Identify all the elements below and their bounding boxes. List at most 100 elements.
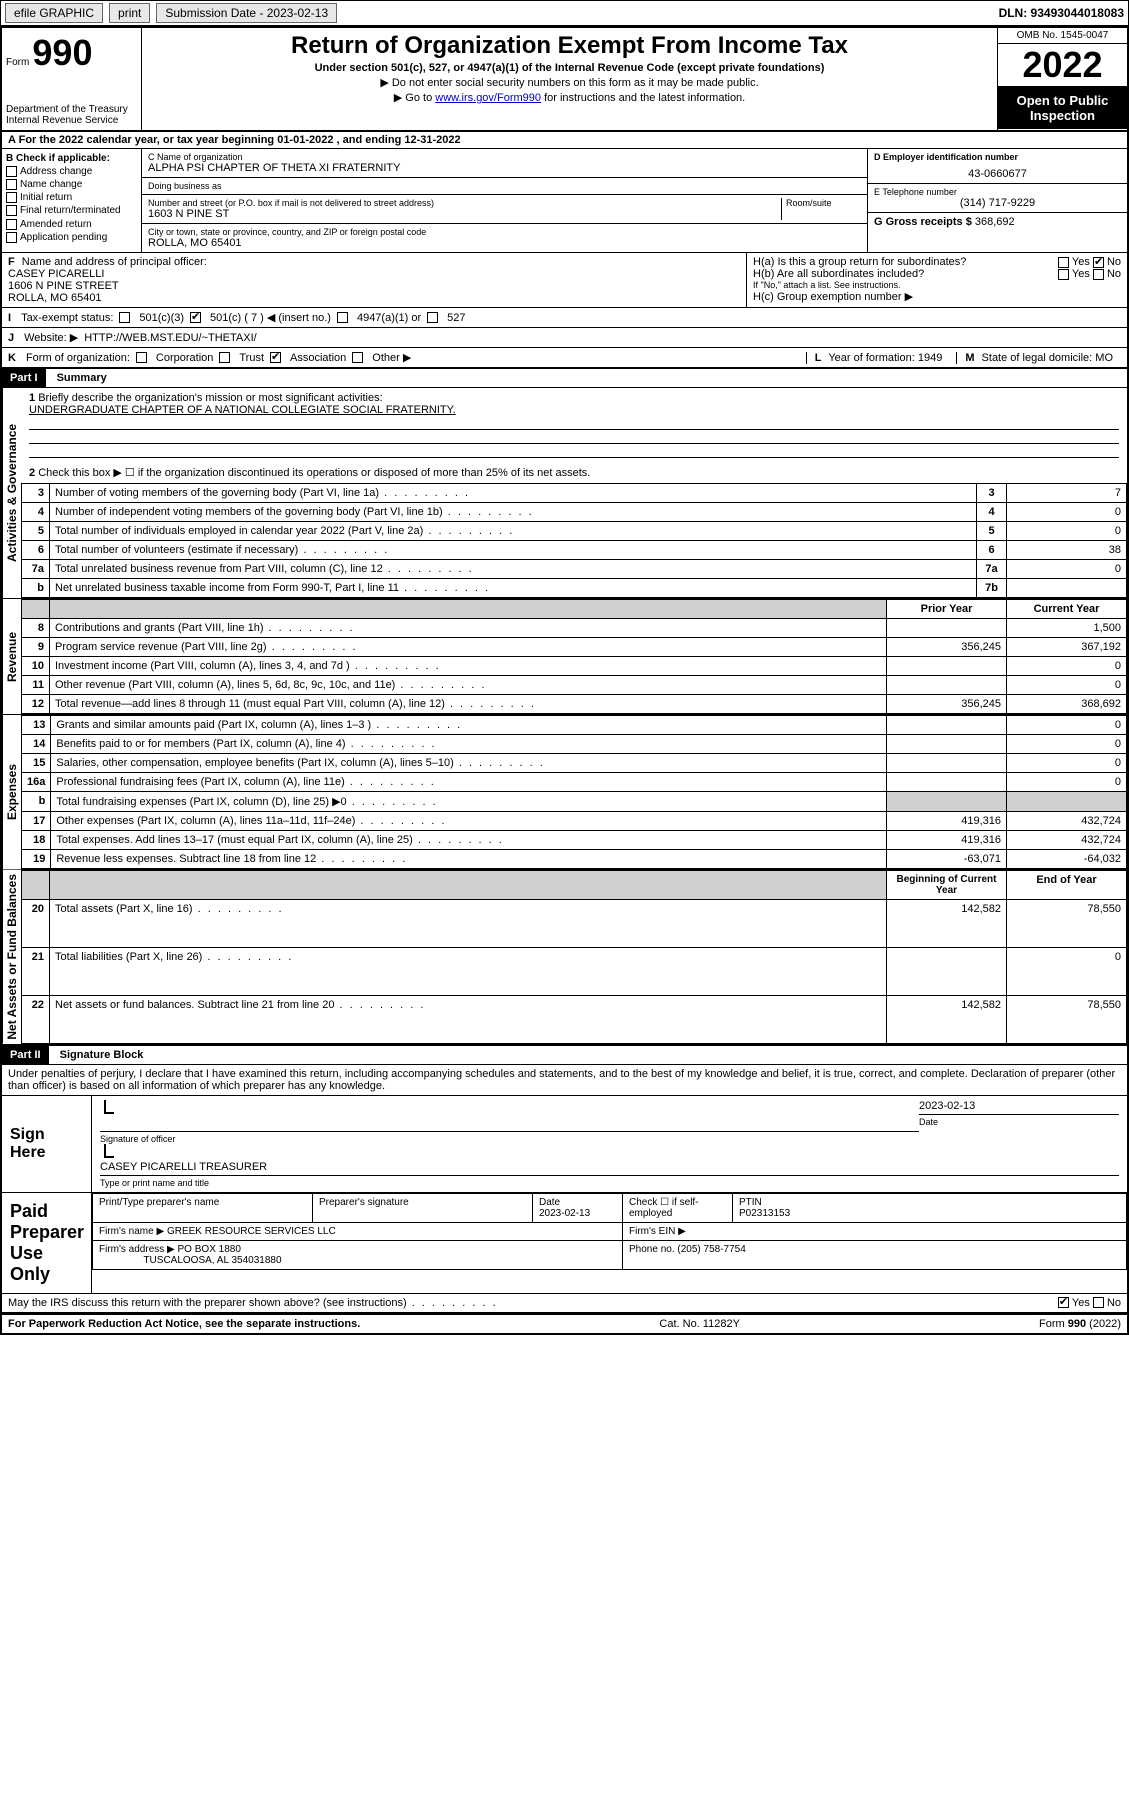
form-header: Form 990 Department of the Treasury Inte…: [2, 28, 1127, 132]
line-j: J Website: ▶ HTTP://WEB.MST.EDU/~THETAXI…: [2, 328, 1127, 348]
table-row: 18Total expenses. Add lines 13–17 (must …: [22, 831, 1127, 850]
form-subtitle: Under section 501(c), 527, or 4947(a)(1)…: [150, 62, 989, 74]
table-row: 12Total revenue—add lines 8 through 11 (…: [22, 695, 1127, 714]
table-row: 21Total liabilities (Part X, line 26)0: [22, 947, 1127, 995]
sig-date: 2023-02-13: [919, 1100, 1119, 1115]
omb-number: OMB No. 1545-0047: [998, 28, 1127, 44]
officer-typed: CASEY PICARELLI TREASURER: [100, 1161, 1119, 1176]
chk-pending[interactable]: Application pending: [6, 232, 137, 243]
sign-here-label: Sign Here: [2, 1096, 92, 1192]
hb-row: H(b) Are all subordinates included? Yes …: [753, 268, 1121, 280]
ha-row: H(a) Is this a group return for subordin…: [753, 256, 1121, 268]
table-row: 11Other revenue (Part VIII, column (A), …: [22, 676, 1127, 695]
org-name: ALPHA PSI CHAPTER OF THETA XI FRATERNITY: [148, 162, 861, 174]
gross-label: G Gross receipts $: [874, 216, 972, 228]
part1-expenses: Expenses 13Grants and similar amounts pa…: [2, 715, 1127, 870]
table-row: 16aProfessional fundraising fees (Part I…: [22, 773, 1127, 792]
website-link[interactable]: HTTP://WEB.MST.EDU/~THETAXI/: [84, 332, 256, 344]
sign-here-row: Sign Here Signature of officer 2023-02-1…: [2, 1096, 1127, 1193]
note-ssn: ▶ Do not enter social security numbers o…: [150, 76, 989, 89]
part1-governance: Activities & Governance 1 Briefly descri…: [2, 388, 1127, 599]
net-table: Beginning of Current YearEnd of Year 20T…: [21, 870, 1127, 1044]
open-public: Open to Public Inspection: [998, 87, 1127, 129]
declaration: Under penalties of perjury, I declare th…: [2, 1065, 1127, 1096]
col-d: D Employer identification number 43-0660…: [867, 149, 1127, 252]
chk-initial[interactable]: Initial return: [6, 192, 137, 203]
print-button[interactable]: print: [109, 3, 150, 23]
part1-header: Part I Summary: [2, 369, 1127, 388]
col-b-header: B Check if applicable:: [6, 153, 137, 164]
officer-addr1: 1606 N PINE STREET: [8, 280, 119, 292]
table-row: 8Contributions and grants (Part VIII, li…: [22, 619, 1127, 638]
form-number: 990: [32, 32, 92, 73]
table-row: 17Other expenses (Part IX, column (A), l…: [22, 812, 1127, 831]
table-row: 5Total number of individuals employed in…: [22, 522, 1127, 541]
may-irs-row: May the IRS discuss this return with the…: [2, 1294, 1127, 1314]
form-container: Form 990 Department of the Treasury Inte…: [0, 26, 1129, 1335]
table-row: 22Net assets or fund balances. Subtract …: [22, 995, 1127, 1043]
form-prefix: Form: [6, 57, 29, 68]
section-bcd: B Check if applicable: Address change Na…: [2, 149, 1127, 253]
room-label: Room/suite: [786, 198, 861, 208]
table-row: 7aTotal unrelated business revenue from …: [22, 560, 1127, 579]
efile-label: efile GRAPHIC: [5, 3, 103, 23]
gross-value: 368,692: [975, 216, 1015, 228]
section-a: A For the 2022 calendar year, or tax yea…: [2, 132, 1127, 149]
tax-year: 2022: [998, 44, 1127, 87]
table-row: 9Program service revenue (Part VIII, lin…: [22, 638, 1127, 657]
dept-label: Department of the Treasury Internal Reve…: [6, 104, 137, 126]
chk-amended[interactable]: Amended return: [6, 219, 137, 230]
paid-label: Paid Preparer Use Only: [2, 1193, 92, 1293]
table-row: 13Grants and similar amounts paid (Part …: [22, 716, 1127, 735]
side-governance: Activities & Governance: [2, 388, 21, 598]
table-row: 20Total assets (Part X, line 16)142,5827…: [22, 900, 1127, 948]
submission-date: Submission Date - 2023-02-13: [156, 3, 337, 23]
chk-name[interactable]: Name change: [6, 179, 137, 190]
chk-address[interactable]: Address change: [6, 166, 137, 177]
phone-value: (314) 717-9229: [874, 197, 1121, 209]
gov-table: 3Number of voting members of the governi…: [21, 483, 1127, 598]
dln-label: DLN: 93493044018083: [999, 6, 1124, 20]
mission-text: UNDERGRADUATE CHAPTER OF A NATIONAL COLL…: [29, 404, 456, 416]
table-row: 15Salaries, other compensation, employee…: [22, 754, 1127, 773]
city-value: ROLLA, MO 65401: [148, 237, 861, 249]
chk-final[interactable]: Final return/terminated: [6, 205, 137, 216]
exp-table: 13Grants and similar amounts paid (Part …: [21, 715, 1127, 869]
irs-link[interactable]: www.irs.gov/Form990: [435, 92, 541, 104]
officer-addr2: ROLLA, MO 65401: [8, 292, 102, 304]
org-name-label: C Name of organization: [148, 152, 861, 162]
hc-row: H(c) Group exemption number ▶: [753, 290, 1121, 303]
page-footer: For Paperwork Reduction Act Notice, see …: [2, 1314, 1127, 1333]
table-row: 19Revenue less expenses. Subtract line 1…: [22, 850, 1127, 869]
phone-label: E Telephone number: [874, 187, 1121, 197]
hb-note: If "No," attach a list. See instructions…: [753, 280, 1121, 290]
table-row: 3Number of voting members of the governi…: [22, 484, 1127, 503]
table-row: 10Investment income (Part VIII, column (…: [22, 657, 1127, 676]
preparer-table: Print/Type preparer's name Preparer's si…: [92, 1193, 1127, 1270]
ein-label: D Employer identification number: [874, 152, 1121, 162]
section-fh: F Name and address of principal officer:…: [2, 253, 1127, 308]
side-net: Net Assets or Fund Balances: [2, 870, 21, 1044]
dba-label: Doing business as: [148, 181, 861, 191]
side-revenue: Revenue: [2, 599, 21, 714]
part1-revenue: Revenue Prior YearCurrent Year 8Contribu…: [2, 599, 1127, 715]
col-c: C Name of organization ALPHA PSI CHAPTER…: [142, 149, 867, 252]
part2-header: Part II Signature Block: [2, 1046, 1127, 1065]
street-value: 1603 N PINE ST: [148, 208, 781, 220]
line-i: I Tax-exempt status: 501(c)(3) 501(c) ( …: [2, 308, 1127, 328]
paid-preparer-row: Paid Preparer Use Only Print/Type prepar…: [2, 1193, 1127, 1294]
city-label: City or town, state or province, country…: [148, 227, 861, 237]
col-b: B Check if applicable: Address change Na…: [2, 149, 142, 252]
top-toolbar: efile GRAPHIC print Submission Date - 20…: [0, 0, 1129, 26]
table-row: bNet unrelated business taxable income f…: [22, 579, 1127, 598]
part1-netassets: Net Assets or Fund Balances Beginning of…: [2, 870, 1127, 1046]
form-title: Return of Organization Exempt From Incom…: [150, 32, 989, 60]
rev-table: Prior YearCurrent Year 8Contributions an…: [21, 599, 1127, 714]
officer-name: CASEY PICARELLI: [8, 268, 104, 280]
side-expenses: Expenses: [2, 715, 21, 869]
table-row: bTotal fundraising expenses (Part IX, co…: [22, 792, 1127, 812]
note-link: ▶ Go to www.irs.gov/Form990 for instruct…: [150, 91, 989, 104]
line-klm: K Form of organization: Corporation Trus…: [2, 348, 1127, 369]
ein-value: 43-0660677: [874, 168, 1121, 180]
table-row: 14Benefits paid to or for members (Part …: [22, 735, 1127, 754]
